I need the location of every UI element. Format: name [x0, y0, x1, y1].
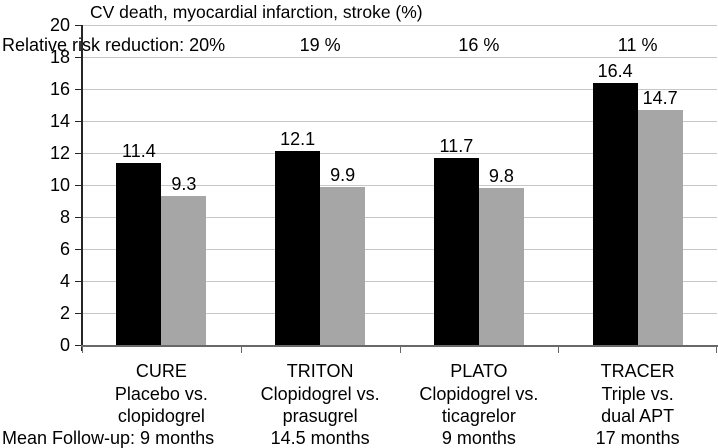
y-axis-tick: [75, 57, 81, 58]
bar-black: [592, 82, 638, 345]
category-name: TRACER: [600, 361, 675, 381]
bar-value-label: 11.4: [122, 140, 156, 161]
x-axis-tick: [716, 347, 717, 353]
gridline: [82, 121, 717, 122]
y-axis-tick: [75, 185, 81, 186]
category-subline-2: dual APT: [601, 406, 675, 426]
x-axis-tick: [558, 347, 560, 353]
y-axis-tick: [75, 249, 81, 250]
y-axis-tick: [75, 153, 81, 154]
risk-reduction-intro: Relative risk reduction: 20%: [2, 35, 226, 55]
y-axis-tick-label: 6: [59, 239, 70, 259]
y-axis-tick-label: 16: [49, 79, 70, 99]
y-axis-tick-label: 12: [49, 143, 70, 163]
risk-reduction-label: 19 %: [299, 35, 341, 55]
y-axis-tick: [75, 89, 81, 90]
gridline: [82, 185, 717, 186]
gridline: [82, 281, 717, 282]
y-axis-tick: [75, 345, 81, 346]
risk-reduction-label: 11 %: [617, 35, 658, 55]
bar-value-label: 9.9: [330, 164, 356, 185]
y-axis-tick-label: 4: [59, 271, 70, 291]
y-axis-tick-label: 20: [49, 15, 70, 35]
gridline: [82, 217, 717, 218]
y-axis-tick-label: 10: [49, 175, 70, 195]
category-name: PLATO: [450, 361, 508, 381]
category-name: TRITON: [286, 361, 354, 381]
gridline: [82, 25, 717, 26]
y-axis-tick-label: 2: [59, 303, 70, 323]
bar-value-label: 9.3: [171, 174, 197, 195]
y-axis: [81, 25, 83, 351]
bar-gray: [637, 109, 683, 345]
bar-gray: [320, 186, 366, 345]
category-subline-1: Placebo vs.: [114, 384, 208, 404]
followup-label: 17 months: [595, 428, 680, 448]
bar-value-label: 12.1: [280, 129, 316, 150]
y-axis-tick: [75, 281, 81, 282]
followup-label: Mean Follow-up: 9 months: [2, 428, 215, 448]
bar-value-label: 9.8: [488, 166, 514, 187]
gridline: [82, 249, 717, 250]
y-axis-tick: [75, 217, 81, 218]
x-axis-tick: [240, 347, 242, 353]
category-subline-2: clopidogrel: [117, 406, 205, 426]
y-axis-tick: [75, 25, 81, 26]
gridline: [82, 313, 717, 314]
category-subline-2: prasugrel: [282, 406, 358, 426]
x-axis-tick: [399, 347, 401, 353]
bar-value-label: 11.7: [439, 135, 474, 156]
bar-value-label: 14.7: [642, 87, 678, 108]
bar-black: [116, 162, 162, 345]
category-subline-1: Triple vs.: [601, 384, 674, 404]
x-axis: [81, 345, 718, 347]
bar-gray: [478, 188, 524, 345]
gridline: [82, 57, 717, 58]
gridline: [82, 153, 717, 154]
y-axis-tick-label: 18: [49, 47, 70, 67]
gridline: [82, 89, 717, 90]
category-subline-1: Clopidogrel vs.: [260, 384, 380, 404]
followup-label: 9 months: [441, 428, 516, 448]
y-axis-tick-label: 0: [59, 335, 70, 355]
risk-reduction-label: 16 %: [458, 35, 500, 55]
y-axis-tick: [75, 313, 81, 314]
y-axis-tick-label: 14: [49, 111, 70, 131]
category-subline-1: Clopidogrel vs.: [419, 384, 539, 404]
x-axis-tick: [82, 347, 83, 353]
bar-value-label: 16.4: [597, 60, 633, 81]
bar-black: [275, 151, 321, 345]
category-name: CURE: [135, 361, 187, 381]
followup-label: 14.5 months: [270, 428, 370, 448]
chart-title: CV death, myocardial infarction, stroke …: [90, 2, 423, 22]
bar-black: [433, 157, 479, 345]
bar-gray: [161, 196, 207, 345]
category-subline-2: ticagrelor: [441, 406, 516, 426]
y-axis-tick: [75, 121, 81, 122]
y-axis-tick-label: 8: [59, 207, 70, 227]
